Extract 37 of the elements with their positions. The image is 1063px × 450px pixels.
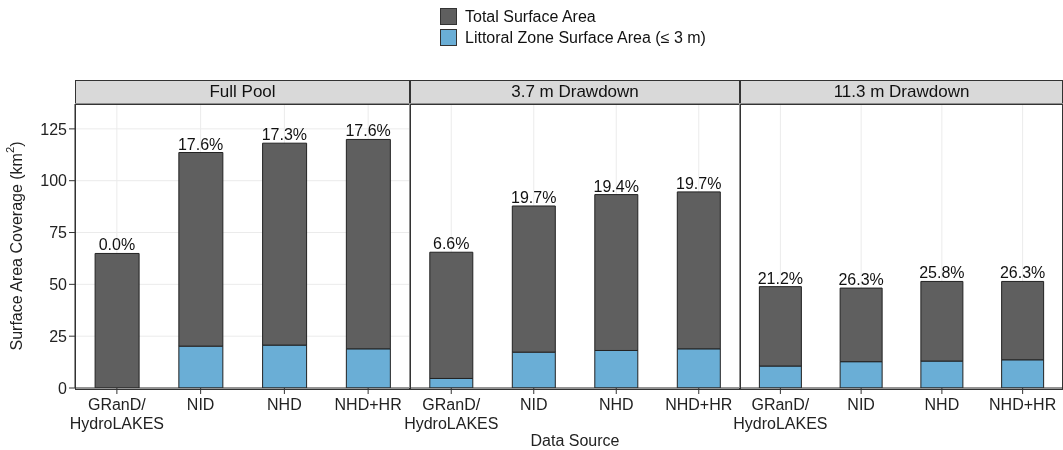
x-tick-label: NHD+HR xyxy=(989,396,1057,413)
annotation: 17.3% xyxy=(261,126,308,144)
x-tick-label: NHD xyxy=(924,396,960,413)
x-tick-label: NHD+HR xyxy=(334,396,402,413)
x-tick-label: NID xyxy=(847,396,875,413)
x-axis-title: Data Source xyxy=(530,432,620,449)
x-tick-label: GRanD/HydroLAKES xyxy=(69,396,165,432)
annotation: 17.6% xyxy=(177,135,224,153)
y-tick-label: 0 xyxy=(58,379,68,397)
chart-title: 11.3 m Drawdown xyxy=(740,80,1063,104)
annotation: 26.3% xyxy=(838,271,884,289)
annotation: 25.8% xyxy=(919,264,965,282)
y-tick-label: 75 xyxy=(49,224,68,242)
annotation: 6.6% xyxy=(433,235,470,253)
y-tick-label: 125 xyxy=(40,120,68,138)
x-tick-label: NHD xyxy=(267,396,302,413)
chart-title: 3.7 m Drawdown xyxy=(410,80,740,104)
bar xyxy=(94,252,140,388)
legend-label: Total Surface Area xyxy=(465,7,596,26)
y-tick-label: 100 xyxy=(40,172,68,190)
chart-title: Full Pool xyxy=(75,80,410,104)
annotation: 21.2% xyxy=(757,269,804,287)
annotation: 17.6% xyxy=(345,122,391,140)
x-tick-label: NID xyxy=(186,396,215,413)
x-tick-label: NHD xyxy=(598,396,634,413)
y-tick-label: 25 xyxy=(49,327,68,345)
annotation: 19.7% xyxy=(511,188,557,206)
x-tick-label: GRanD/HydroLAKES xyxy=(404,396,499,432)
x-tick-label: GRanD/HydroLAKES xyxy=(733,396,828,432)
annotation: 0.0% xyxy=(98,236,136,254)
x-tick-label: NID xyxy=(519,396,548,413)
annotation: 26.3% xyxy=(999,264,1046,282)
annotation: 19.7% xyxy=(676,174,722,192)
annotation: 19.4% xyxy=(593,177,639,195)
y-tick-label: 50 xyxy=(49,276,68,294)
legend-label: Littoral Zone Surface Area (≤ 3 m) xyxy=(465,28,706,47)
x-tick-label: NHD+HR xyxy=(665,396,733,413)
